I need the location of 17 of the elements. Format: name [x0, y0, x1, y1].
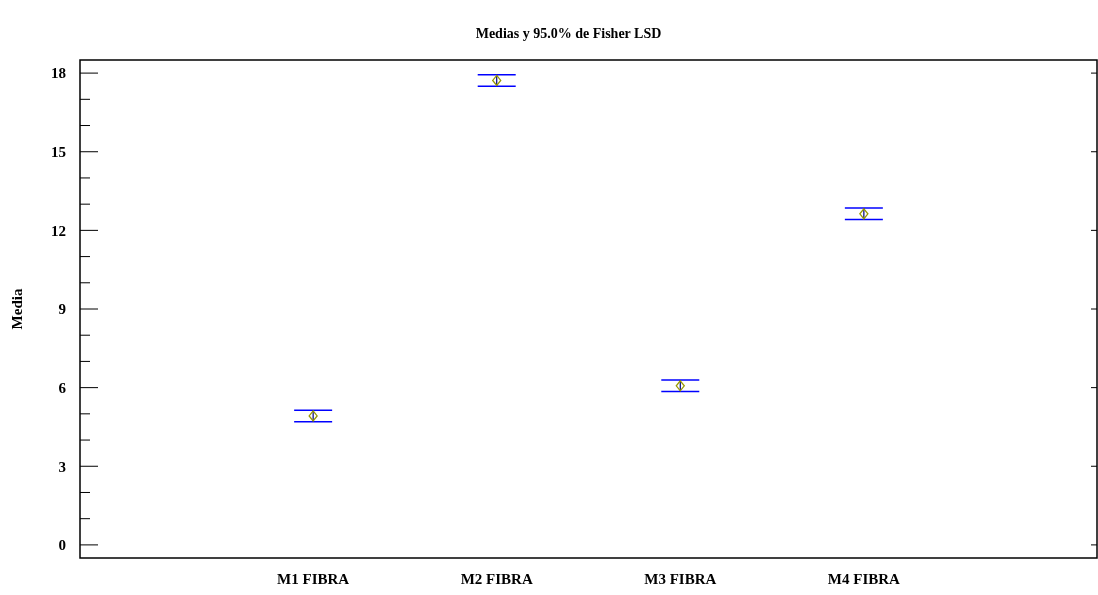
x-tick-label: M3 FIBRA: [644, 571, 717, 587]
x-tick-label: M2 FIBRA: [460, 571, 533, 587]
y-tick-label: 15: [51, 143, 66, 160]
y-tick-label: 0: [58, 537, 66, 554]
point: [859, 208, 869, 220]
point: [308, 410, 318, 422]
y-tick-label: 9: [58, 301, 66, 318]
point: [675, 380, 685, 392]
y-tick-label: 12: [51, 222, 66, 239]
point: [492, 74, 502, 87]
y-tick-label: 3: [58, 458, 66, 475]
y-tick-label: 18: [51, 65, 66, 82]
x-tick-label: M4 FIBRA: [827, 571, 901, 587]
x-tick-label: M1 FIBRA: [277, 571, 350, 587]
chart-title: Medias y 95.0% de Fisher LSD: [475, 26, 662, 41]
y-tick-label: 6: [58, 379, 67, 396]
y-axis-title: Media: [9, 288, 25, 330]
